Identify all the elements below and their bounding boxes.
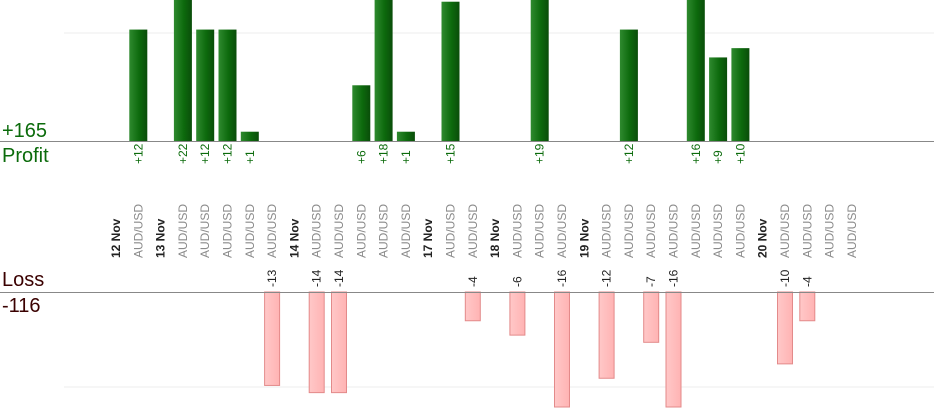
symbol-label: AUD/USD xyxy=(800,204,814,258)
symbol-label: AUD/USD xyxy=(399,204,413,258)
loss-bar xyxy=(464,291,481,322)
symbol-label: AUD/USD xyxy=(667,204,681,258)
loss-value-label: -7 xyxy=(644,276,658,287)
loss-label: Loss xyxy=(2,269,45,291)
loss-value-label: -14 xyxy=(332,269,346,287)
profit-value-label: +12 xyxy=(622,143,636,164)
symbol-label: AUD/USD xyxy=(778,204,792,258)
symbol-label: AUD/USD xyxy=(466,204,480,258)
loss-bar xyxy=(665,291,682,408)
profit-value-label: +12 xyxy=(198,143,212,164)
profit-bar xyxy=(731,48,750,142)
symbol-label: AUD/USD xyxy=(444,204,458,258)
profit-value-label: +10 xyxy=(733,143,747,164)
symbol-label: AUD/USD xyxy=(198,204,212,258)
date-label: 13 Nov xyxy=(154,218,168,258)
profit-value-label: +1 xyxy=(399,150,413,164)
profit-value-label: +19 xyxy=(533,143,547,164)
loss-value-label: -14 xyxy=(310,269,324,287)
symbol-label: AUD/USD xyxy=(600,204,614,258)
symbol-label: AUD/USD xyxy=(176,204,190,258)
profit-value-label: +18 xyxy=(377,143,391,164)
date-label: 12 Nov xyxy=(109,218,123,258)
profit-bar xyxy=(441,1,460,142)
symbol-label: AUD/USD xyxy=(555,204,569,258)
symbol-label: AUD/USD xyxy=(689,204,703,258)
profit-value-label: +9 xyxy=(711,150,725,164)
profit-value-label: +16 xyxy=(689,143,703,164)
loss-value-label: -4 xyxy=(800,276,814,287)
profit-bar xyxy=(196,29,215,142)
loss-value-label: -13 xyxy=(265,269,279,287)
loss-bar xyxy=(308,291,325,394)
loss-bar xyxy=(777,291,793,365)
profit-bar xyxy=(530,0,549,142)
symbol-label: AUD/USD xyxy=(733,204,747,258)
loss-value-label: -12 xyxy=(600,269,614,287)
profit-value-label: +1 xyxy=(243,150,257,164)
loss-bar xyxy=(264,291,281,386)
profit-value-label: +22 xyxy=(176,143,190,164)
symbol-label: AUD/USD xyxy=(845,204,859,258)
profit-bar xyxy=(374,0,393,141)
profit-label: Profit xyxy=(2,145,49,167)
symbol-label: AUD/USD xyxy=(644,204,658,258)
loss-bar xyxy=(509,291,526,336)
symbol-label: AUD/USD xyxy=(332,204,346,258)
loss-total: -116 xyxy=(2,295,41,317)
date-label: 17 Nov xyxy=(421,218,435,258)
profit-bar xyxy=(218,29,237,142)
symbol-label: AUD/USD xyxy=(622,204,636,258)
symbol-label: AUD/USD xyxy=(533,204,547,258)
loss-bar xyxy=(331,291,347,394)
loss-bar xyxy=(799,291,816,322)
profit-bar xyxy=(396,131,415,141)
profit-bar xyxy=(129,29,148,142)
symbol-label: AUD/USD xyxy=(131,204,145,258)
symbol-label: AUD/USD xyxy=(823,204,837,258)
profit-value-label: +12 xyxy=(221,143,235,164)
loss-value-label: -16 xyxy=(667,269,681,287)
loss-value-label: -4 xyxy=(466,276,480,287)
loss-value-label: -16 xyxy=(555,269,569,287)
profit-bar xyxy=(173,0,192,141)
loss-bar xyxy=(554,291,570,408)
profit-bar xyxy=(686,0,705,141)
symbol-label: AUD/USD xyxy=(377,204,391,258)
date-label: 18 Nov xyxy=(488,218,502,258)
symbol-label: AUD/USD xyxy=(243,204,257,258)
loss-value-label: -6 xyxy=(510,276,524,287)
symbol-label: AUD/USD xyxy=(354,204,368,258)
date-label: 14 Nov xyxy=(287,218,301,258)
profit-bar xyxy=(240,131,259,141)
date-label: 20 Nov xyxy=(756,218,770,258)
profit-value-label: +6 xyxy=(354,150,368,164)
symbol-label: AUD/USD xyxy=(221,204,235,258)
loss-bar xyxy=(598,291,615,379)
loss-bar xyxy=(643,291,660,343)
symbol-label: AUD/USD xyxy=(510,204,524,258)
symbol-label: AUD/USD xyxy=(711,204,725,258)
date-label: 19 Nov xyxy=(577,218,591,258)
profit-total: +165 xyxy=(2,120,48,142)
symbol-label: AUD/USD xyxy=(265,204,279,258)
profit-value-label: +12 xyxy=(131,143,145,164)
profit-value-label: +15 xyxy=(444,143,458,164)
symbol-label: AUD/USD xyxy=(310,204,324,258)
profit-bar xyxy=(709,57,728,141)
profit-bar xyxy=(619,29,638,142)
profit-bar xyxy=(352,85,371,141)
loss-value-label: -10 xyxy=(778,269,792,287)
